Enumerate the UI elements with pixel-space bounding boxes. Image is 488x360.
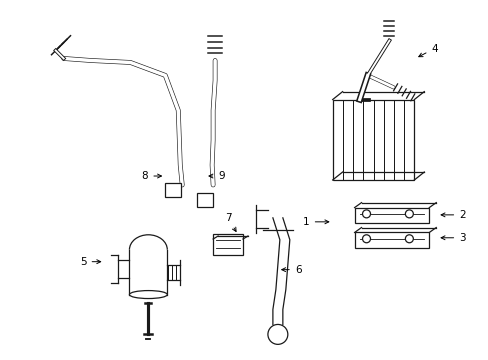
Circle shape (362, 235, 370, 243)
Text: 5: 5 (80, 257, 101, 267)
FancyBboxPatch shape (165, 183, 181, 197)
Circle shape (362, 210, 370, 218)
FancyBboxPatch shape (332, 100, 413, 180)
Ellipse shape (129, 291, 167, 298)
Circle shape (405, 210, 412, 218)
Text: 6: 6 (281, 265, 301, 275)
Text: 7: 7 (224, 213, 236, 231)
Circle shape (405, 235, 412, 243)
FancyBboxPatch shape (354, 208, 428, 223)
Text: 8: 8 (142, 171, 161, 181)
Text: 1: 1 (303, 217, 328, 227)
Text: 4: 4 (418, 44, 437, 57)
Text: 9: 9 (208, 171, 224, 181)
FancyBboxPatch shape (213, 234, 243, 255)
FancyBboxPatch shape (354, 233, 428, 248)
Text: 3: 3 (440, 233, 465, 243)
Circle shape (267, 324, 287, 345)
FancyBboxPatch shape (197, 193, 213, 207)
Text: 2: 2 (440, 210, 465, 220)
